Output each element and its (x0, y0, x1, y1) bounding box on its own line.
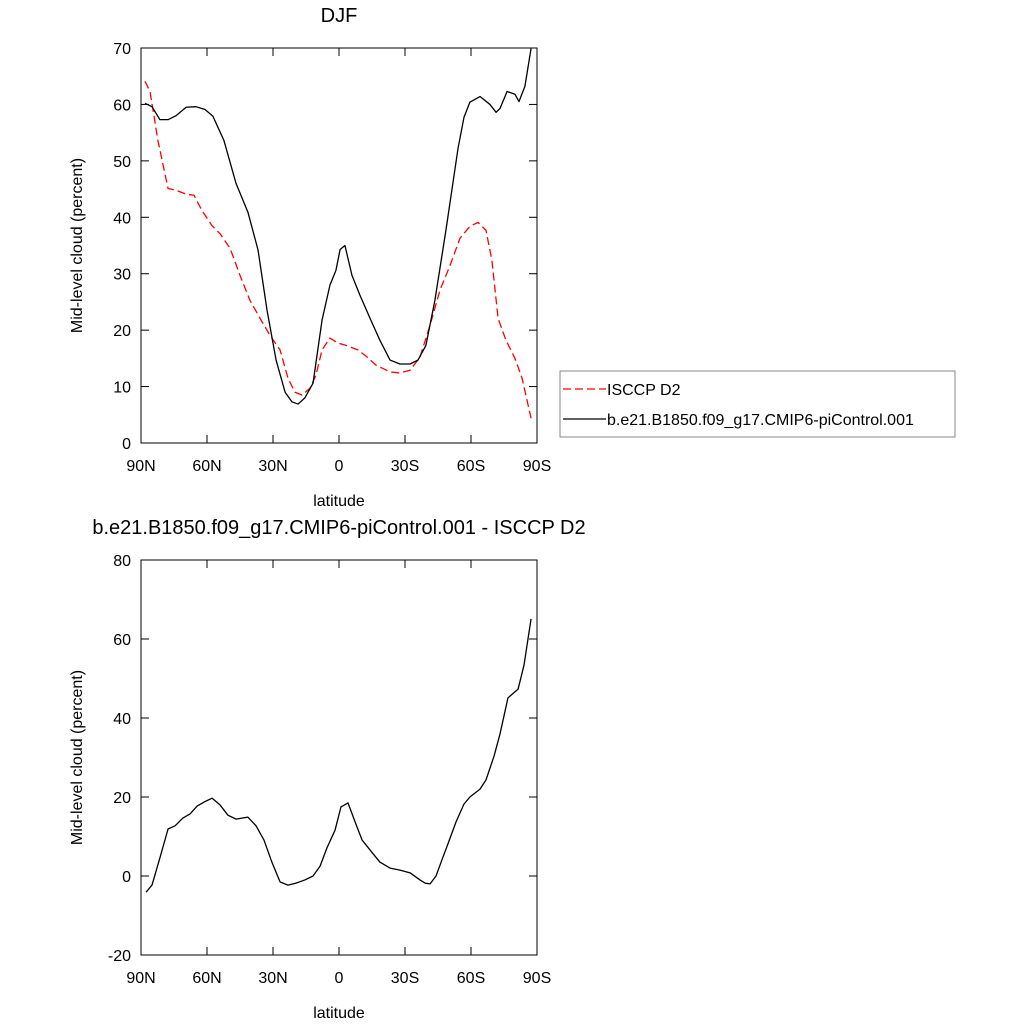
y-tick-label: 60 (113, 632, 131, 649)
x-tick-label: 90S (523, 458, 551, 475)
x-tick-label: 0 (335, 458, 344, 475)
data-line (144, 81, 532, 419)
x-tick-label: 60S (457, 970, 485, 987)
y-tick-label: 80 (113, 553, 131, 570)
x-tick-label: 30N (258, 458, 287, 475)
x-tick-label: 90N (126, 458, 155, 475)
y-tick-label: 20 (113, 790, 131, 807)
y-tick-label: 40 (113, 711, 131, 728)
y-tick-label: 0 (122, 869, 131, 886)
legend-label: b.e21.B1850.f09_g17.CMIP6-piControl.001 (607, 412, 914, 429)
x-tick-label: 60N (192, 970, 221, 987)
plot: b.e21.B1850.f09_g17.CMIP6-piControl.001 … (69, 517, 586, 1022)
y-axis-label: Mid-level cloud (percent) (69, 670, 86, 845)
data-line (144, 48, 532, 405)
legend-label: ISCCP D2 (607, 382, 681, 399)
chart-title: b.e21.B1850.f09_g17.CMIP6-piControl.001 … (92, 517, 585, 539)
chart-title: DJF (321, 5, 358, 27)
y-tick-label: -20 (108, 948, 131, 965)
y-tick-label: 40 (113, 210, 131, 227)
x-tick-label: 0 (335, 970, 344, 987)
x-tick-label: 60N (192, 458, 221, 475)
y-axis-label: Mid-level cloud (percent) (69, 158, 86, 333)
x-tick-label: 30S (391, 970, 419, 987)
y-tick-label: 70 (113, 41, 131, 58)
y-tick-label: 20 (113, 323, 131, 340)
legend-box (559, 370, 956, 438)
x-tick-label: 90S (523, 970, 551, 987)
x-axis-label: latitude (313, 493, 365, 510)
x-tick-label: 60S (457, 458, 485, 475)
y-tick-label: 50 (113, 154, 131, 171)
x-tick-label: 90N (126, 970, 155, 987)
data-line (145, 618, 532, 893)
x-tick-label: 30S (391, 458, 419, 475)
x-tick-label: 30N (258, 970, 287, 987)
y-tick-label: 60 (113, 97, 131, 114)
y-tick-label: 30 (113, 267, 131, 284)
plot-frame (140, 559, 538, 956)
y-tick-label: 10 (113, 380, 131, 397)
plot: DJF 0 10 20 30 40 50 60 70 90N 60N 30N 0 30S 60S 90S lat… (69, 5, 956, 510)
plot-frame (140, 47, 538, 444)
x-axis-label: latitude (313, 1005, 365, 1022)
y-tick-label: 0 (122, 436, 131, 453)
